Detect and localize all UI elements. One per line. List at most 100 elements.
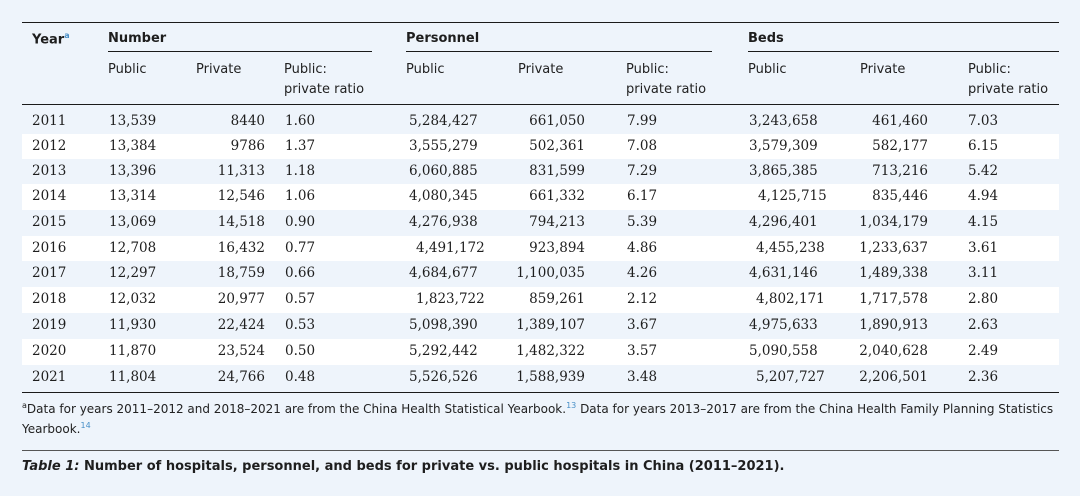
cell-personnel-ratio: 4.26: [627, 265, 658, 281]
cell-beds-ratio: 3.11: [968, 265, 999, 281]
cell-personnel-public: 4,684,677: [409, 265, 478, 281]
cell-personnel-ratio: 7.29: [627, 163, 658, 179]
cell-number-public: 11,870: [109, 343, 157, 359]
cell-personnel-public: 5,292,442: [409, 343, 478, 359]
cell-beds-private: 1,233,637: [859, 240, 928, 256]
subheader-personnel-ratio-line2: private ratio: [626, 82, 707, 97]
cell-number-public: 13,396: [109, 163, 157, 179]
footnote-ref-14[interactable]: 14: [80, 421, 91, 430]
table-row: 2020 11,870 23,524 0.50 5,292,442 1,482,…: [22, 339, 1059, 365]
cell-beds-ratio: 7.03: [968, 113, 999, 129]
cell-year: 2021: [32, 369, 67, 385]
cell-number-ratio: 1.06: [285, 188, 316, 204]
cell-year: 2019: [32, 317, 67, 333]
cell-beds-private: 835,446: [872, 188, 928, 204]
table-row: 2015 13,069 14,518 0.90 4,276,938 794,21…: [22, 210, 1059, 236]
cell-beds-public: 3,579,309: [749, 138, 818, 154]
cell-beds-public: 4,125,715: [758, 188, 827, 204]
cell-number-public: 12,032: [109, 291, 157, 307]
cell-beds-ratio: 5.42: [968, 163, 999, 179]
cell-personnel-ratio: 6.17: [627, 188, 658, 204]
cell-number-private: 11,313: [217, 163, 265, 179]
cell-number-ratio: 0.50: [285, 343, 316, 359]
cell-personnel-ratio: 2.12: [627, 291, 658, 307]
table-row: 2014 13,314 12,546 1.06 4,080,345 661,33…: [22, 184, 1059, 210]
cell-year: 2016: [32, 240, 67, 256]
cell-number-public: 12,708: [109, 240, 157, 256]
subheader-number-private: Private: [196, 62, 242, 77]
table-row: 2013 13,396 11,313 1.18 6,060,885 831,59…: [22, 159, 1059, 185]
cell-beds-ratio: 4.15: [968, 214, 999, 230]
subheader-beds-ratio-line1: Public:: [968, 62, 1011, 77]
footnote-text-1: Data for years 2011–2012 and 2018–2021 a…: [26, 402, 567, 416]
subheader-personnel-ratio-line1: Public:: [626, 62, 669, 77]
cell-number-public: 13,384: [109, 138, 157, 154]
cell-number-public: 13,069: [109, 214, 157, 230]
cell-beds-private: 1,890,913: [859, 317, 928, 333]
table-bottom-rule: [22, 392, 1059, 393]
cell-year: 2013: [32, 163, 67, 179]
cell-number-private: 8440: [230, 113, 265, 129]
cell-number-ratio: 0.66: [285, 265, 316, 281]
cell-beds-ratio: 2.80: [968, 291, 999, 307]
cell-number-private: 20,977: [217, 291, 265, 307]
cell-personnel-private: 923,894: [529, 240, 585, 256]
cell-beds-public: 3,865,385: [749, 163, 818, 179]
number-group-rule: [108, 51, 372, 52]
cell-number-public: 12,297: [109, 265, 157, 281]
subheader-personnel-private: Private: [518, 62, 564, 77]
cell-beds-ratio: 6.15: [968, 138, 999, 154]
subheader-personnel-public: Public: [406, 62, 445, 77]
cell-year: 2011: [32, 113, 67, 129]
table-row: 2019 11,930 22,424 0.53 5,098,390 1,389,…: [22, 313, 1059, 339]
table-row: 2011 13,539 8440 1.60 5,284,427 661,050 …: [22, 109, 1059, 135]
table-caption: Table 1: Number of hospitals, personnel,…: [22, 459, 784, 474]
caption-text: Number of hospitals, personnel, and beds…: [79, 459, 785, 474]
cell-number-ratio: 0.53: [285, 317, 316, 333]
cell-number-public: 11,930: [109, 317, 157, 333]
footnote-ref-13[interactable]: 13: [566, 401, 577, 410]
header-number: Number: [108, 31, 167, 46]
cell-personnel-private: 502,361: [529, 138, 585, 154]
cell-year: 2018: [32, 291, 67, 307]
cell-personnel-public: 4,276,938: [409, 214, 478, 230]
cell-personnel-private: 1,588,939: [516, 369, 585, 385]
cell-year: 2014: [32, 188, 67, 204]
table-row: 2017 12,297 18,759 0.66 4,684,677 1,100,…: [22, 261, 1059, 287]
cell-beds-public: 4,631,146: [749, 265, 818, 281]
cell-number-public: 13,539: [109, 113, 157, 129]
footnote: aData for years 2011–2012 and 2018–2021 …: [22, 401, 1053, 416]
cell-number-ratio: 1.37: [285, 138, 316, 154]
cell-personnel-ratio: 7.08: [627, 138, 658, 154]
cell-beds-public: 4,296,401: [749, 214, 818, 230]
cell-personnel-ratio: 3.57: [627, 343, 658, 359]
table-row: 2018 12,032 20,977 0.57 1,823,722 859,26…: [22, 287, 1059, 313]
cell-number-private: 22,424: [217, 317, 265, 333]
cell-number-public: 13,314: [109, 188, 157, 204]
subheader-number-ratio-line2: private ratio: [284, 82, 365, 97]
cell-personnel-public: 4,080,345: [409, 188, 478, 204]
cell-year: 2017: [32, 265, 67, 281]
cell-beds-public: 4,802,171: [756, 291, 825, 307]
cell-number-private: 12,546: [217, 188, 265, 204]
cell-personnel-public: 1,823,722: [416, 291, 485, 307]
cell-personnel-ratio: 5.39: [627, 214, 658, 230]
cell-beds-public: 4,455,238: [756, 240, 825, 256]
cell-number-ratio: 1.60: [285, 113, 316, 129]
cell-number-ratio: 1.18: [285, 163, 316, 179]
subheader-number-public: Public: [108, 62, 147, 77]
cell-beds-private: 582,177: [872, 138, 928, 154]
cell-beds-public: 5,207,727: [756, 369, 825, 385]
beds-group-rule: [748, 51, 1059, 52]
header-year: Yeara: [32, 31, 70, 47]
header-bottom-rule: [22, 104, 1059, 105]
cell-personnel-private: 1,482,322: [516, 343, 585, 359]
cell-beds-public: 4,975,633: [749, 317, 818, 333]
cell-beds-private: 2,040,628: [859, 343, 928, 359]
caption-label: Table 1:: [22, 459, 80, 474]
cell-personnel-ratio: 3.67: [627, 317, 658, 333]
cell-number-private: 9786: [230, 138, 265, 154]
cell-beds-private: 713,216: [872, 163, 928, 179]
cell-number-ratio: 0.48: [285, 369, 316, 385]
cell-personnel-ratio: 4.86: [627, 240, 658, 256]
